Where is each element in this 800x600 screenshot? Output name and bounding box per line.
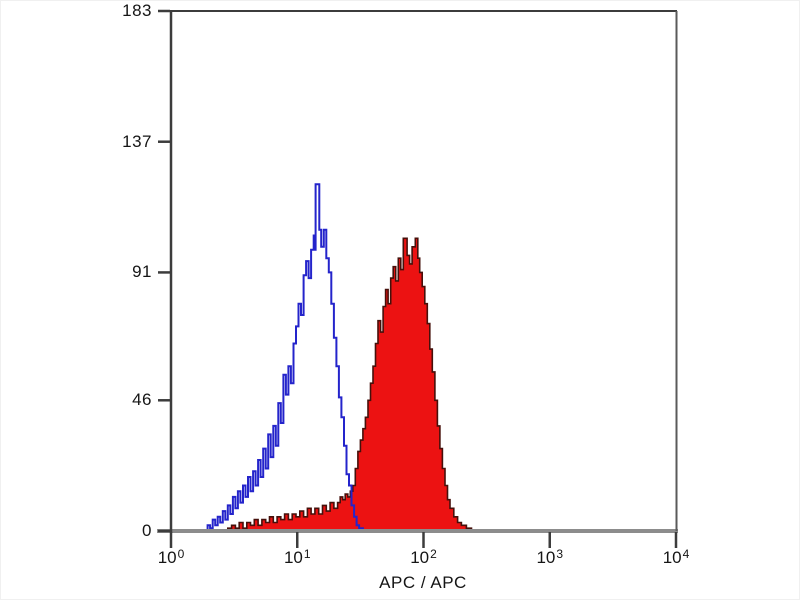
x-axis-title: APC / APC [379, 573, 467, 592]
x-tick-label: 102 [410, 547, 437, 567]
x-tick-label: 100 [157, 547, 185, 567]
y-tick-label: 91 [132, 262, 152, 282]
y-tick-label: 0 [142, 521, 152, 540]
y-tick-label: 46 [132, 390, 152, 410]
x-tick-label: 104 [662, 547, 690, 567]
y-tick-label: 137 [122, 131, 152, 151]
series-filled-red-histogram [171, 237, 676, 532]
x-tick-label: 103 [536, 547, 564, 567]
y-tick-label: 183 [122, 1, 152, 20]
x-tick-label: 101 [283, 547, 311, 567]
series-open-blue-histogram [171, 183, 676, 532]
